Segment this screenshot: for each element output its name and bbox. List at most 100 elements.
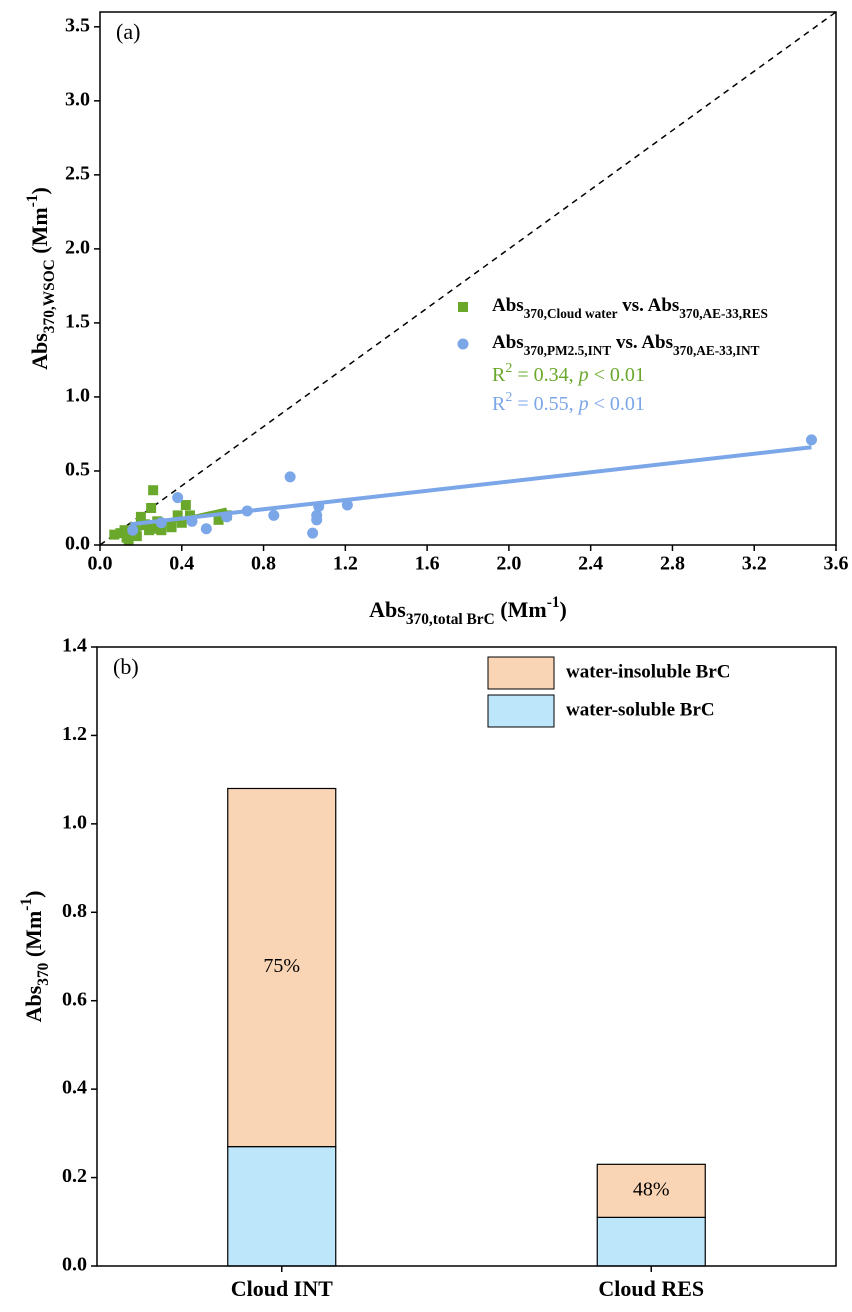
point xyxy=(127,524,139,536)
y-tick-label: 0.0 xyxy=(62,1254,87,1276)
x-axis-label: Abs370,total BrC (Mm-1) xyxy=(369,594,567,628)
panel-label: (b) xyxy=(113,654,139,679)
y-axis-label: Abs370 (Mm-1) xyxy=(18,891,52,1023)
point xyxy=(109,529,120,540)
legend-swatch xyxy=(487,694,555,728)
text-part: -1 xyxy=(547,594,560,611)
x-tick-label: 0.0 xyxy=(88,553,113,575)
bar-segment xyxy=(227,1146,337,1267)
x-tick-label: 2.8 xyxy=(660,553,685,575)
text-part: Abs xyxy=(21,985,46,1022)
x-tick-label: Cloud RES xyxy=(598,1276,704,1301)
y-tick-label: 0.2 xyxy=(62,1165,87,1187)
legend-swatch xyxy=(487,656,555,690)
annotation: R2 = 0.55, p < 0.01 xyxy=(492,390,645,415)
text-part: 370,AE-33,INT xyxy=(673,343,760,358)
text-part: (Mm xyxy=(21,911,46,963)
plot-frame xyxy=(96,646,837,1267)
text-part: R xyxy=(492,364,506,386)
point xyxy=(131,531,142,542)
text-part: vs. Abs xyxy=(611,332,673,353)
y-tick-label: 1.0 xyxy=(62,811,87,833)
text-part: p xyxy=(577,393,589,415)
point xyxy=(213,514,224,525)
y-tick-label: 1.5 xyxy=(65,311,90,333)
bar-segment xyxy=(227,787,337,1148)
legend-marker xyxy=(457,338,469,350)
point xyxy=(268,509,280,521)
text-part: -1 xyxy=(24,194,41,207)
legend-marker xyxy=(458,302,468,312)
x-tick-label: 2.4 xyxy=(578,553,603,575)
x-tick-label: 0.8 xyxy=(251,553,276,575)
x-tick-label: 3.6 xyxy=(824,553,849,575)
x-tick-label: 1.6 xyxy=(415,553,440,575)
point xyxy=(144,525,155,536)
text-part: p xyxy=(577,364,589,386)
y-axis-label: Abs370,WSOC (Mm-1) xyxy=(24,187,58,370)
y-tick-label: 0.8 xyxy=(62,900,87,922)
text-part: < 0.01 xyxy=(589,393,645,415)
legend-label: Abs370,PM2.5,INT vs. Abs370,AE-33,INT xyxy=(492,332,760,357)
point xyxy=(311,509,323,521)
text-part: < 0.01 xyxy=(589,364,645,386)
text-part: Abs xyxy=(492,332,524,353)
text-part: vs. Abs xyxy=(618,295,680,316)
point xyxy=(156,525,167,536)
panel-label: (a) xyxy=(116,19,140,44)
point xyxy=(341,499,353,511)
legend-label: water-soluble BrC xyxy=(566,699,715,720)
y-tick-label: 1.4 xyxy=(62,635,87,657)
text-part: 2 xyxy=(505,361,512,376)
x-tick-label: 0.4 xyxy=(169,553,194,575)
point xyxy=(148,485,159,496)
text-part: R xyxy=(492,393,506,415)
text-part: = 0.34, xyxy=(512,364,578,386)
text-part: (Mm xyxy=(27,207,52,259)
bar-segment xyxy=(596,1216,706,1267)
point xyxy=(123,535,134,546)
y-tick-label: 3.0 xyxy=(65,88,90,110)
legend-label: Abs370,Cloud water vs. Abs370,AE-33,RES xyxy=(492,295,768,320)
point xyxy=(119,525,130,536)
plot-frame xyxy=(99,11,837,546)
text-part: = 0.55, xyxy=(512,393,578,415)
point xyxy=(805,434,817,446)
text-part: (Mm xyxy=(495,597,547,622)
point xyxy=(135,511,146,522)
point xyxy=(200,523,212,535)
point xyxy=(172,510,183,521)
bar-segment xyxy=(596,1163,706,1218)
y-tick-label: 0.0 xyxy=(65,533,90,555)
fit-line xyxy=(130,445,812,527)
point xyxy=(166,522,177,533)
text-part: Abs xyxy=(369,597,406,622)
y-tick-label: 2.0 xyxy=(65,236,90,258)
text-part: ) xyxy=(21,891,46,898)
point xyxy=(176,517,187,528)
y-tick-label: 0.6 xyxy=(62,988,87,1010)
text-part: 370,WSOC xyxy=(41,259,58,333)
point xyxy=(146,502,157,513)
point xyxy=(284,471,296,483)
x-tick-label: 2.0 xyxy=(496,553,521,575)
annotation: R2 = 0.34, p < 0.01 xyxy=(492,361,645,386)
text-part: Abs xyxy=(492,295,524,316)
text-part: 370 xyxy=(35,962,52,985)
text-part: 370,PM2.5,INT xyxy=(524,343,612,358)
point xyxy=(172,492,184,504)
text-part: 370,Cloud water xyxy=(524,306,618,321)
bar-annotation: 48% xyxy=(633,1178,670,1200)
y-tick-label: 1.2 xyxy=(62,723,87,745)
point xyxy=(150,523,161,534)
text-part: 370,total BrC xyxy=(406,611,495,628)
text-part: ) xyxy=(27,187,52,194)
y-tick-label: 1.0 xyxy=(65,385,90,407)
y-tick-label: 0.4 xyxy=(62,1077,87,1099)
legend-label: water-insoluble BrC xyxy=(566,661,730,682)
x-tick-label: Cloud INT xyxy=(231,1276,333,1301)
text-part: 370,AE-33,RES xyxy=(679,306,768,321)
text-part: Abs xyxy=(27,333,52,370)
y-tick-label: 3.5 xyxy=(65,14,90,36)
